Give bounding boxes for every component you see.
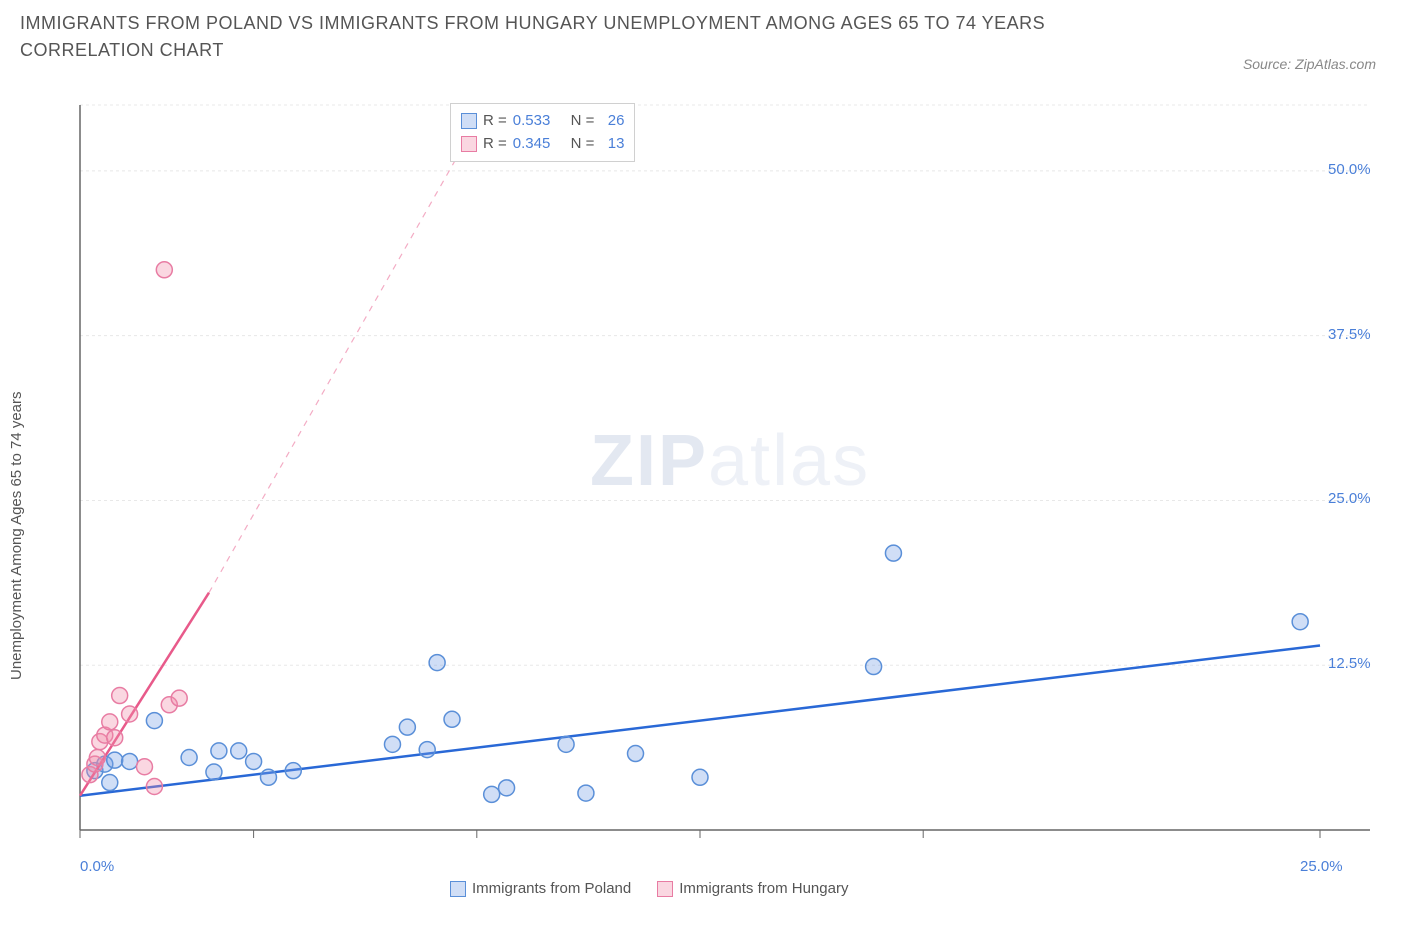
x-tick-label: 25.0% xyxy=(1300,858,1343,875)
x-tick-label: 0.0% xyxy=(80,858,114,875)
r-label: R = xyxy=(483,110,507,133)
series-swatch xyxy=(461,113,477,129)
legend-swatch xyxy=(657,881,673,897)
r-label: R = xyxy=(483,133,507,156)
n-label: N = xyxy=(571,110,595,133)
y-tick-label: 12.5% xyxy=(1328,655,1371,672)
y-tick-label: 25.0% xyxy=(1328,490,1371,507)
source-attribution: Source: ZipAtlas.com xyxy=(1243,56,1376,72)
n-value: 13 xyxy=(600,133,624,156)
chart-area: ZIPatlas xyxy=(70,100,1380,840)
scatter-chart xyxy=(70,100,1380,840)
correlation-stats-box: R = 0.533 N =26 R = 0.345 N =13 xyxy=(450,103,635,162)
series-swatch xyxy=(461,136,477,152)
series-legend: Immigrants from Poland Immigrants from Hu… xyxy=(450,880,848,897)
y-tick-label: 50.0% xyxy=(1328,161,1371,178)
chart-title: IMMIGRANTS FROM POLAND VS IMMIGRANTS FRO… xyxy=(20,10,1120,64)
stats-row: R = 0.533 N =26 xyxy=(461,110,624,133)
n-value: 26 xyxy=(600,110,624,133)
legend-label: Immigrants from Poland xyxy=(472,880,631,897)
legend-item: Immigrants from Hungary xyxy=(657,880,848,897)
legend-item: Immigrants from Poland xyxy=(450,880,631,897)
legend-swatch xyxy=(450,881,466,897)
legend-label: Immigrants from Hungary xyxy=(679,880,848,897)
y-axis-label: Unemployment Among Ages 65 to 74 years xyxy=(8,391,25,680)
stats-row: R = 0.345 N =13 xyxy=(461,133,624,156)
y-tick-label: 37.5% xyxy=(1328,326,1371,343)
r-value: 0.345 xyxy=(513,133,551,156)
n-label: N = xyxy=(571,133,595,156)
r-value: 0.533 xyxy=(513,110,551,133)
